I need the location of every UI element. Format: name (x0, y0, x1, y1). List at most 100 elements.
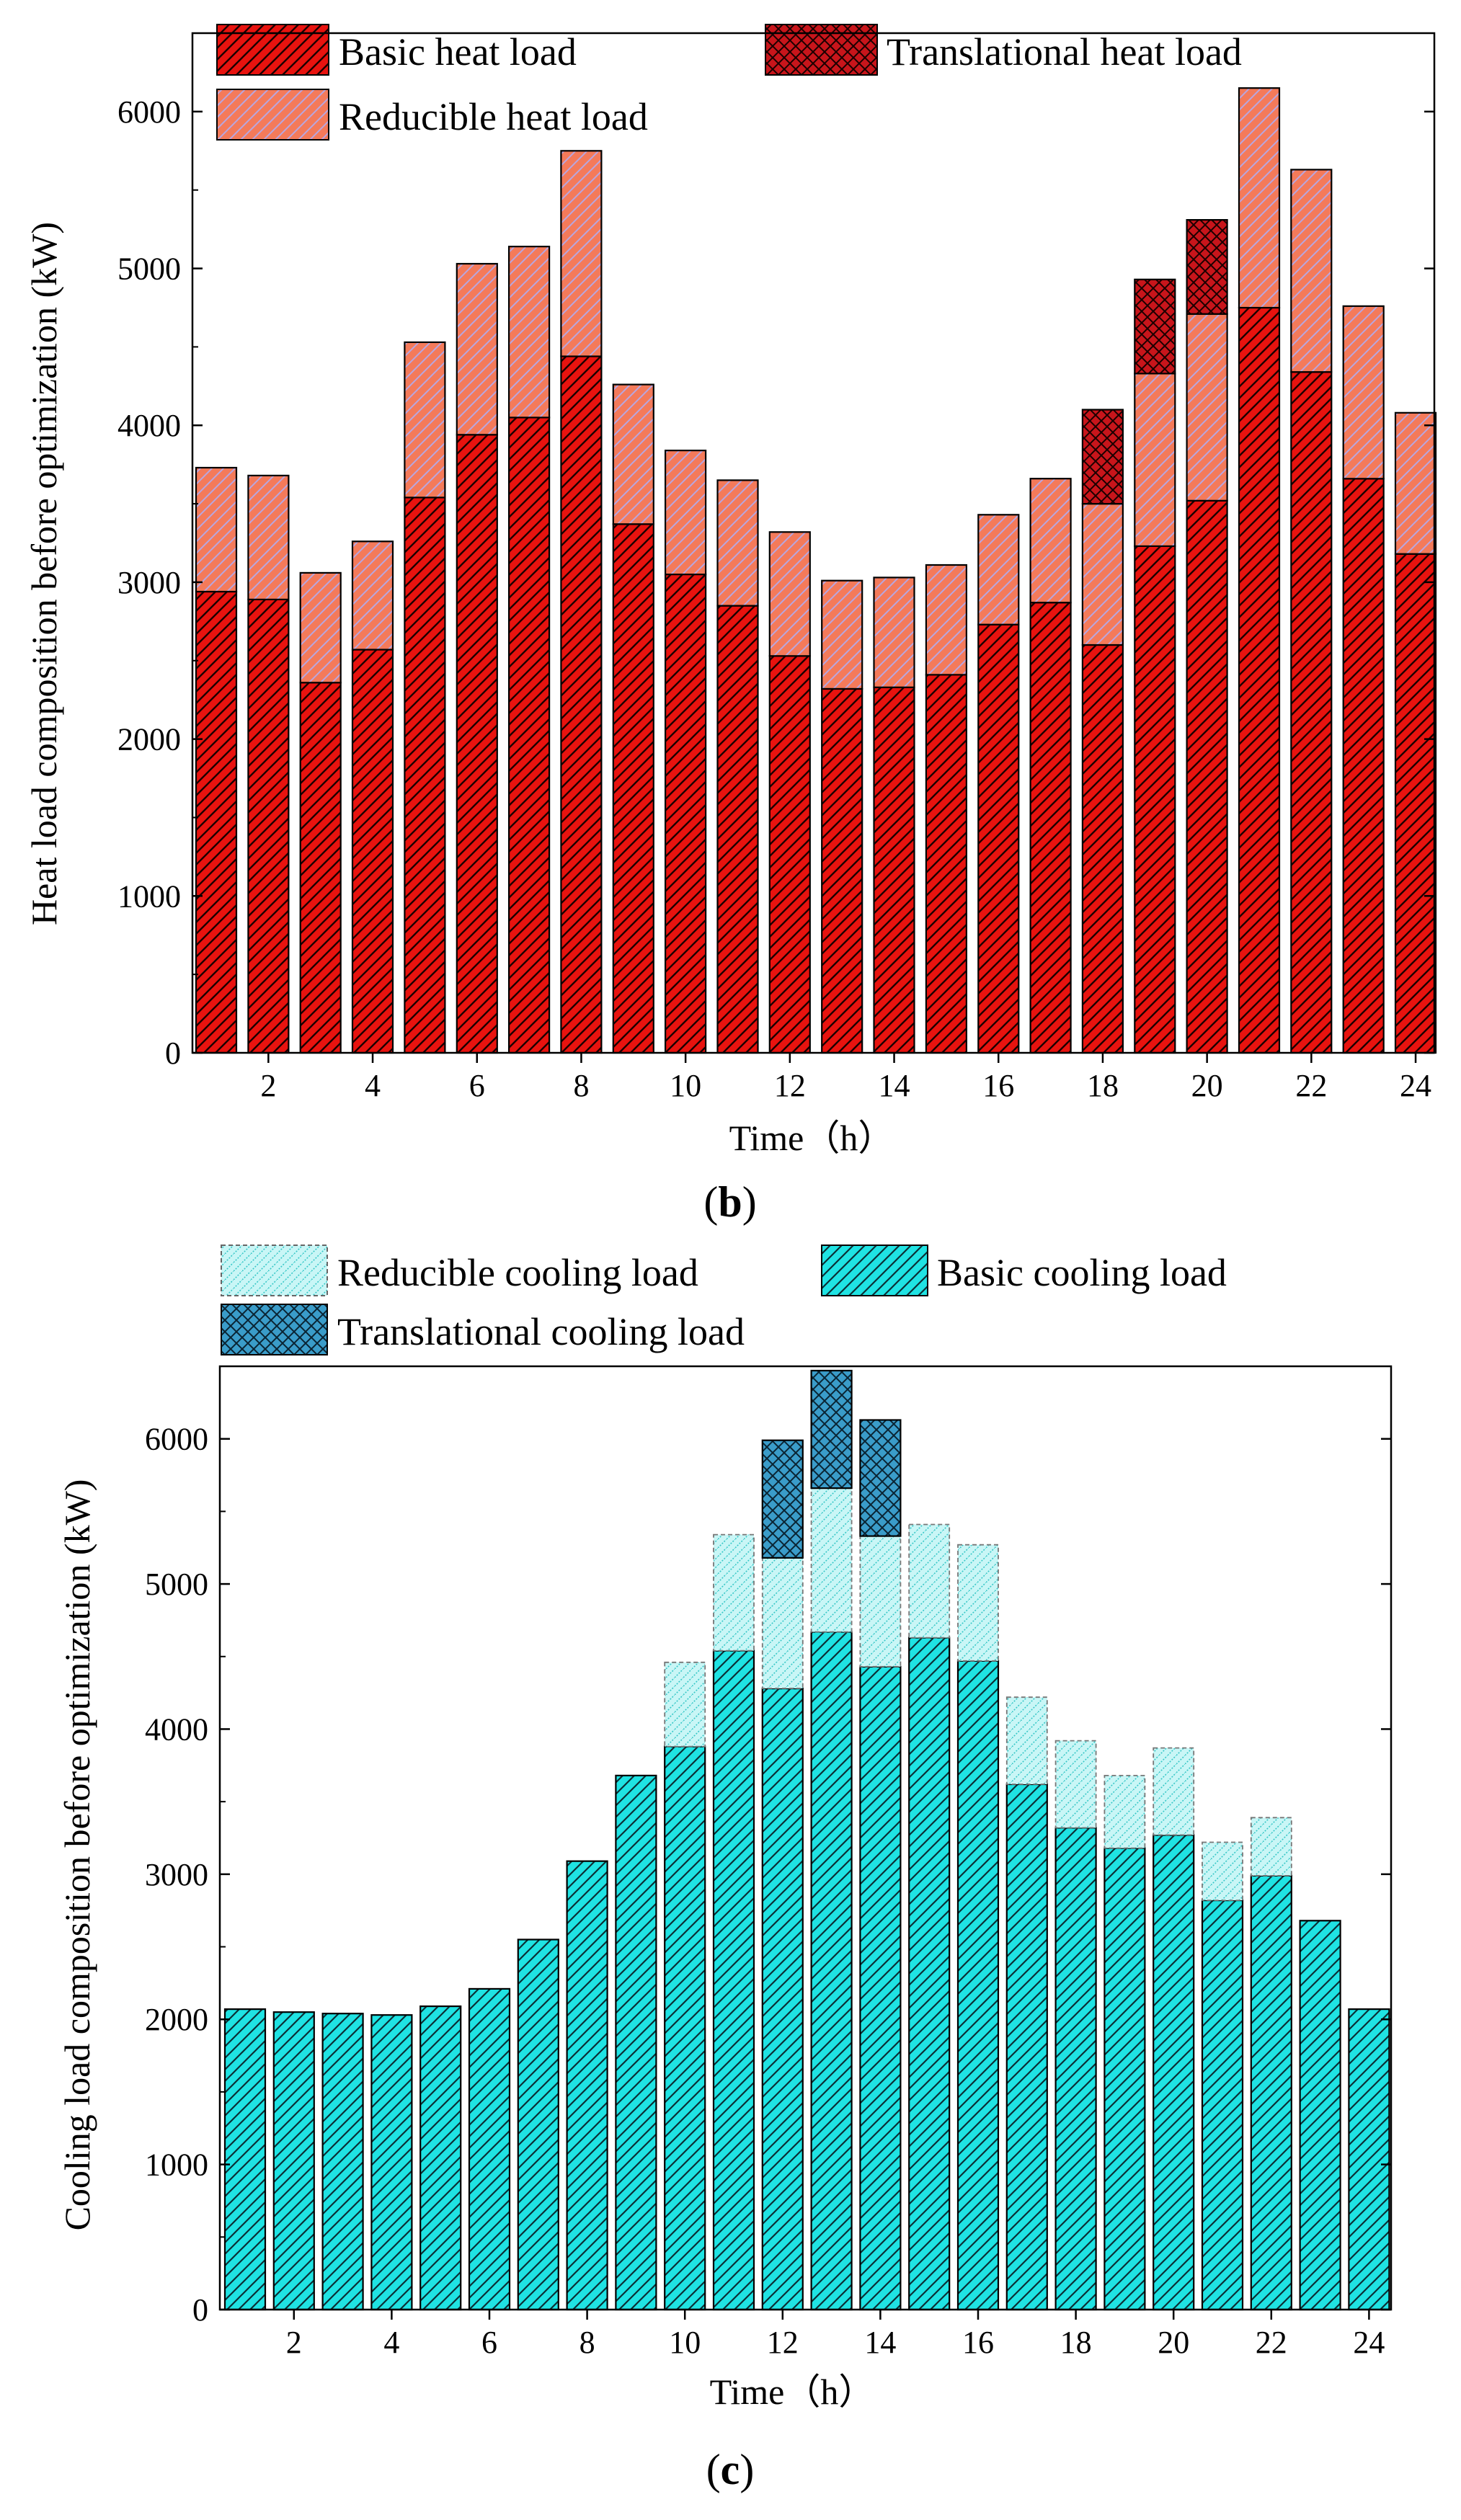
y-axis-title: Cooling load composition before optimiza… (57, 1479, 97, 2231)
bar-basic-cooling-load-9 (615, 1774, 657, 2311)
bar-reducible-cooling-load-10 (664, 1661, 706, 1747)
x-tick-label: 24 (1353, 2325, 1385, 2360)
bar-basic-cooling-load-19 (1103, 1847, 1146, 2311)
bar-reducible-heat-load-11 (716, 479, 759, 607)
bar-basic-cooling-load-12 (761, 1688, 804, 2311)
heat-legend: Basic heat load Translational heat load … (216, 24, 1242, 141)
bar-reducible-heat-load-14 (873, 576, 915, 688)
x-tick-label: 10 (669, 2325, 701, 2360)
bar-basic-heat-load-10 (664, 573, 707, 1054)
bar-basic-heat-load-24 (1394, 553, 1437, 1054)
legend-translational-cooling: Translational cooling load (221, 1304, 745, 1355)
bar-reducible-heat-load-22 (1290, 169, 1333, 373)
bar-basic-cooling-load-23 (1299, 1920, 1341, 2311)
bar-basic-cooling-load-15 (908, 1637, 951, 2311)
bar-basic-heat-load-20 (1186, 499, 1228, 1054)
bar-reducible-heat-load-7 (507, 246, 551, 419)
bar-basic-heat-load-3 (299, 682, 342, 1054)
bar-basic-heat-load-15 (925, 674, 968, 1054)
cooling-bars (223, 1369, 1390, 2311)
bar-reducible-heat-load-2 (247, 474, 290, 601)
bar-basic-heat-load-5 (404, 497, 446, 1054)
legend-label: Basic heat load (339, 30, 577, 74)
y-tick-label: 1000 (145, 2147, 208, 2183)
x-tick-label: 2 (286, 2325, 302, 2360)
x-tick-label: 20 (1158, 2325, 1189, 2360)
bar-reducible-heat-load-4 (351, 540, 394, 651)
bar-basic-cooling-load-17 (1005, 1783, 1048, 2311)
bar-translational-heat-load-19 (1134, 278, 1176, 375)
x-tick-label: 12 (767, 2325, 799, 2360)
x-tick-label: 12 (774, 1068, 806, 1103)
bar-translational-heat-load-20 (1186, 219, 1228, 315)
bar-reducible-heat-load-12 (768, 531, 811, 657)
legend-label: Reducible heat load (339, 95, 648, 138)
bar-basic-heat-load-1 (195, 590, 238, 1054)
bar-basic-cooling-load-8 (566, 1860, 608, 2311)
y-tick-label: 3000 (117, 565, 181, 600)
bar-reducible-heat-load-1 (195, 466, 238, 593)
bar-reducible-cooling-load-15 (908, 1523, 951, 1639)
bar-basic-cooling-load-4 (370, 2014, 413, 2311)
bar-basic-heat-load-4 (351, 649, 394, 1054)
x-tick-label: 22 (1295, 1068, 1327, 1103)
legend-label: Translational cooling load (337, 1310, 745, 1353)
panel-label-b: (b) (703, 1178, 756, 1226)
bar-basic-heat-load-11 (716, 605, 759, 1054)
legend-label: Basic cooling load (937, 1251, 1227, 1294)
bar-reducible-heat-load-3 (299, 571, 342, 684)
bar-reducible-cooling-load-13 (810, 1487, 853, 1633)
bar-basic-cooling-load-7 (517, 1938, 559, 2311)
x-tick-label: 16 (982, 1068, 1014, 1103)
y-tick-label: 6000 (145, 1422, 208, 1457)
bar-basic-cooling-load-14 (859, 1665, 902, 2311)
bar-basic-heat-load-6 (456, 434, 498, 1054)
bar-basic-cooling-load-2 (272, 2011, 315, 2311)
bar-basic-heat-load-22 (1290, 371, 1333, 1054)
bar-basic-cooling-load-1 (223, 2008, 267, 2311)
plot-frame (191, 32, 1436, 1054)
bar-reducible-cooling-load-20 (1153, 1747, 1195, 1836)
legend-reducible-cooling: Reducible cooling load (221, 1245, 698, 1296)
x-tick-label: 8 (579, 2325, 595, 2360)
bar-basic-cooling-load-24 (1348, 2008, 1390, 2311)
bar-reducible-heat-load-24 (1394, 411, 1437, 555)
bar-basic-heat-load-23 (1342, 478, 1385, 1054)
x-tick-label: 20 (1191, 1068, 1223, 1103)
y-tick-label: 6000 (117, 94, 181, 130)
bar-reducible-heat-load-23 (1342, 305, 1385, 480)
bar-basic-heat-load-13 (821, 687, 863, 1054)
bar-reducible-heat-load-8 (560, 150, 603, 357)
bar-basic-cooling-load-22 (1250, 1874, 1292, 2311)
cooling-legend: Reducible cooling load Basic cooling loa… (221, 1245, 1227, 1355)
bar-basic-heat-load-8 (560, 355, 603, 1054)
bar-reducible-cooling-load-16 (957, 1544, 999, 1662)
x-tick-label: 16 (962, 2325, 994, 2360)
y-tick-label: 2000 (117, 722, 181, 757)
y-axis-title: Heat load composition before optimizatio… (24, 222, 64, 925)
bar-basic-heat-load-16 (977, 623, 1020, 1054)
bar-basic-heat-load-21 (1238, 306, 1281, 1054)
bar-basic-heat-load-19 (1134, 545, 1176, 1054)
bar-reducible-heat-load-18 (1081, 502, 1124, 646)
y-ticks: 0 1000 2000 3000 4000 5000 6000 (117, 94, 1434, 1071)
x-tick-label: 6 (469, 1068, 485, 1103)
bar-reducible-heat-load-21 (1238, 87, 1281, 309)
plot-frame (218, 1365, 1393, 2311)
bar-reducible-cooling-load-21 (1202, 1841, 1243, 1901)
y-tick-label: 5000 (145, 1567, 208, 1602)
x-ticks: 2 4 6 8 10 12 14 16 18 20 22 24 (286, 2310, 1385, 2360)
bar-reducible-cooling-load-11 (713, 1533, 755, 1652)
x-tick-label: 8 (573, 1068, 589, 1103)
panel-letter: b (718, 1178, 742, 1226)
x-ticks: 2 4 6 8 10 12 14 16 18 20 22 24 (260, 1053, 1431, 1103)
bar-basic-cooling-load-20 (1153, 1834, 1195, 2311)
x-tick-label: 18 (1060, 2325, 1092, 2360)
bar-reducible-heat-load-17 (1029, 478, 1072, 604)
y-tick-label: 4000 (117, 408, 181, 443)
x-tick-label: 22 (1256, 2325, 1287, 2360)
bar-reducible-cooling-load-17 (1005, 1696, 1048, 1785)
x-tick-label: 24 (1400, 1068, 1431, 1103)
